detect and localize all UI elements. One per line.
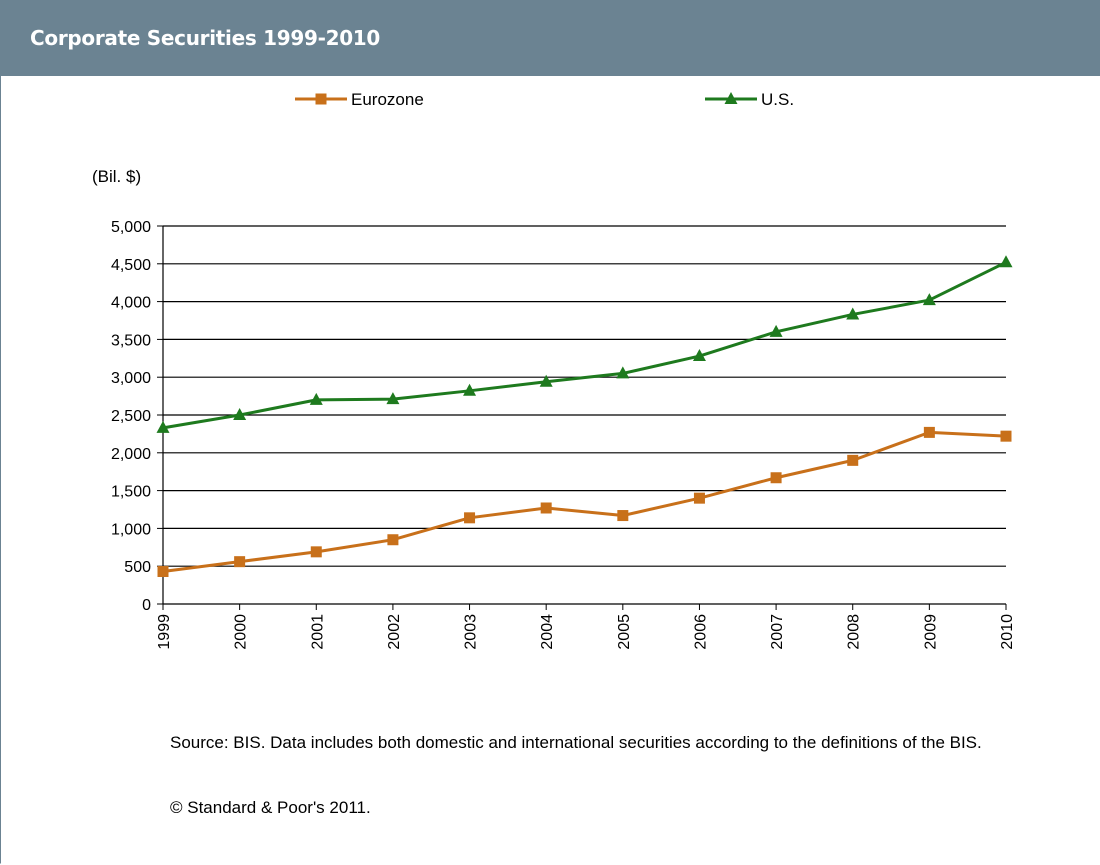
y-tick-label: 4,500 [111, 257, 151, 274]
data-point-us [846, 307, 860, 320]
y-tick-label: 2,500 [111, 408, 151, 425]
data-point-us [309, 392, 323, 405]
data-point-eurozone [847, 454, 859, 466]
data-point-us [616, 366, 630, 379]
copyright-note: © Standard & Poor's 2011. [170, 798, 371, 817]
x-tick-label: 2007 [769, 614, 786, 650]
data-point-us [539, 374, 553, 387]
series-line-us [162, 260, 1007, 430]
x-tick-label: 2003 [463, 614, 480, 650]
y-tick-label: 500 [124, 559, 151, 576]
data-point-eurozone [387, 534, 399, 546]
legend-label-us: U.S. [761, 90, 794, 109]
x-tick-label: 2009 [922, 614, 939, 650]
x-tick-label: 2006 [692, 614, 709, 650]
y-tick-label: 1,000 [111, 521, 151, 538]
chart-header: Corporate Securities 1999-2010 [0, 0, 1100, 76]
data-point-eurozone [464, 512, 476, 524]
data-point-eurozone [693, 492, 705, 504]
data-point-us [922, 293, 936, 306]
data-point-eurozone [310, 546, 322, 558]
y-tick-label: 3,000 [111, 370, 151, 387]
y-tick-label: 0 [142, 597, 151, 614]
x-tick-label: 1999 [156, 614, 173, 650]
x-tick-label: 2008 [846, 614, 863, 650]
series-line-eurozone [162, 430, 1007, 573]
y-tick-label: 5,000 [111, 219, 151, 236]
legend-marker-us [724, 92, 738, 104]
data-point-eurozone [157, 565, 169, 577]
data-point-eurozone [770, 472, 782, 484]
legend-marker-eurozone [315, 93, 327, 105]
y-axis-unit-label: (Bil. $) [92, 167, 141, 186]
data-point-eurozone [1000, 430, 1012, 442]
x-tick-label: 2004 [539, 614, 556, 650]
x-tick-label: 2000 [233, 614, 250, 650]
data-point-us [386, 392, 400, 405]
source-note: Source: BIS. Data includes both domestic… [170, 733, 982, 752]
y-tick-label: 1,500 [111, 484, 151, 501]
data-point-eurozone [234, 556, 246, 568]
data-point-eurozone [617, 510, 629, 522]
x-tick-label: 2001 [309, 614, 326, 650]
data-point-us [769, 324, 783, 337]
x-tick-label: 2010 [999, 614, 1016, 650]
data-point-us [233, 408, 247, 420]
x-tick-label: 2002 [386, 614, 403, 650]
y-tick-label: 4,000 [111, 295, 151, 312]
chart-title: Corporate Securities 1999-2010 [30, 26, 381, 50]
data-point-us [692, 349, 706, 362]
x-tick-label: 2005 [616, 614, 633, 650]
data-point-us [156, 420, 170, 433]
y-tick-label: 3,500 [111, 332, 151, 349]
data-point-us [999, 255, 1013, 268]
data-point-eurozone [923, 426, 935, 438]
data-point-eurozone [540, 502, 552, 514]
data-point-us [463, 383, 477, 396]
y-tick-label: 2,000 [111, 446, 151, 463]
line-chart: Eurozone U.S. (Bil. $) 0 500 1,000 1,500 2,000 2… [92, 90, 1016, 650]
legend-label-eurozone: Eurozone [351, 90, 424, 109]
